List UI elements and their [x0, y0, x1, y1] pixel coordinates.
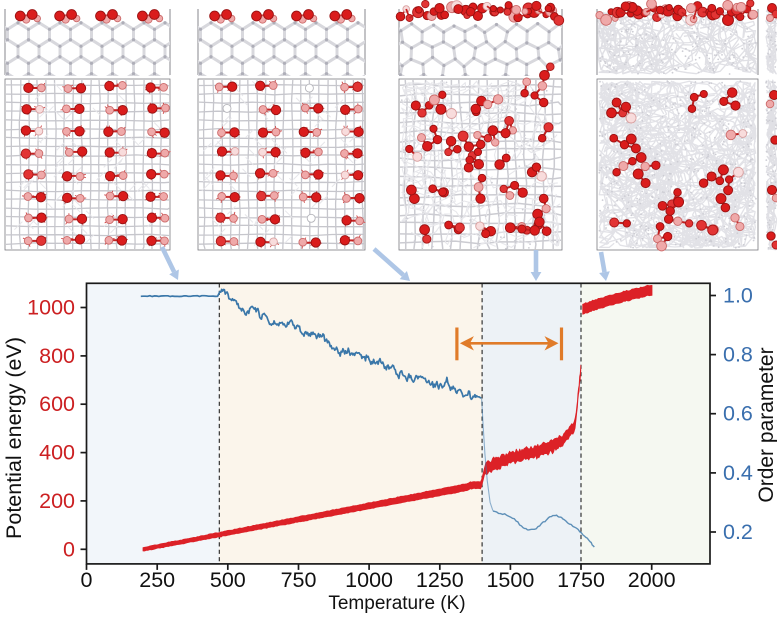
- svg-text:Temperature (K): Temperature (K): [328, 593, 465, 614]
- svg-text:500: 500: [210, 568, 246, 592]
- svg-text:1.0: 1.0: [723, 284, 753, 308]
- svg-text:0.4: 0.4: [723, 461, 753, 485]
- svg-text:0.8: 0.8: [723, 343, 753, 367]
- svg-text:400: 400: [39, 441, 75, 465]
- svg-text:1500: 1500: [486, 568, 534, 592]
- svg-text:1000: 1000: [345, 568, 393, 592]
- svg-text:Order parameter: Order parameter: [755, 347, 777, 502]
- svg-text:800: 800: [39, 344, 75, 368]
- svg-text:1250: 1250: [416, 568, 464, 592]
- svg-text:0: 0: [63, 537, 75, 561]
- svg-text:1750: 1750: [557, 568, 605, 592]
- svg-text:0: 0: [81, 568, 93, 592]
- svg-text:Potential energy (eV): Potential energy (eV): [2, 337, 26, 539]
- svg-text:750: 750: [281, 568, 317, 592]
- svg-text:250: 250: [139, 568, 175, 592]
- svg-text:200: 200: [39, 489, 75, 513]
- svg-text:0.2: 0.2: [723, 520, 753, 544]
- svg-text:2000: 2000: [628, 568, 676, 592]
- svg-text:0.6: 0.6: [723, 402, 753, 426]
- svg-text:1000: 1000: [27, 296, 75, 320]
- svg-text:600: 600: [39, 392, 75, 416]
